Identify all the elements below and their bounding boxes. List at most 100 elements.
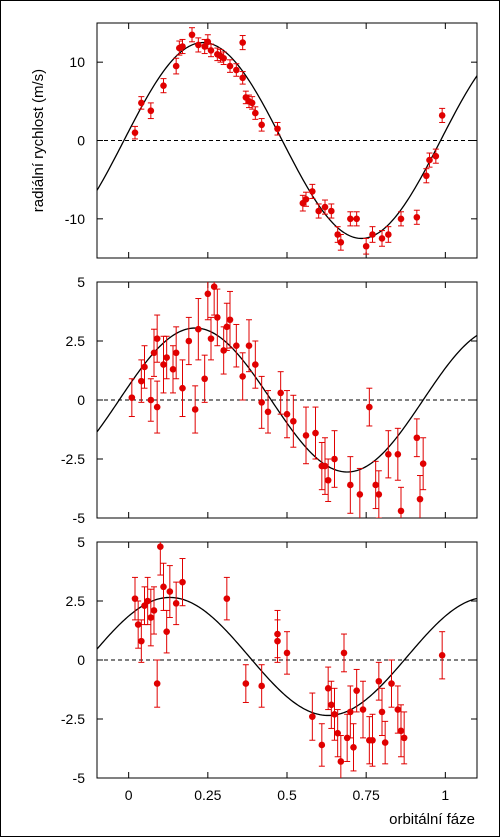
data-marker (258, 121, 265, 129)
data-point (138, 619, 145, 663)
data-marker (388, 680, 395, 687)
data-point (131, 576, 139, 621)
y-tick-label: 0 (77, 133, 85, 149)
data-marker (160, 583, 167, 591)
data-marker (324, 476, 332, 484)
data-marker (432, 152, 440, 160)
data-marker (147, 614, 155, 621)
data-point (147, 102, 155, 120)
data-marker (378, 708, 386, 716)
x-tick-label: 0.5 (277, 787, 297, 803)
data-point (163, 335, 170, 380)
data-marker (337, 239, 345, 246)
data-marker (185, 337, 193, 345)
data-marker (340, 649, 348, 657)
data-point (239, 352, 246, 401)
data-point (328, 203, 335, 219)
data-point (381, 720, 389, 765)
data-marker (239, 373, 246, 380)
data-marker (375, 491, 383, 498)
data-marker (134, 621, 142, 628)
data-point (397, 211, 405, 227)
data-marker (321, 462, 329, 470)
data-marker (128, 394, 136, 401)
data-marker (397, 727, 405, 735)
data-marker (438, 651, 446, 659)
data-marker (375, 677, 383, 685)
data-marker (242, 680, 250, 687)
data-marker (179, 43, 186, 50)
data-marker (324, 685, 332, 692)
data-marker (252, 361, 259, 368)
data-marker (413, 434, 421, 442)
data-point (223, 576, 231, 621)
data-point (233, 323, 240, 368)
data-marker (172, 62, 180, 70)
data-point (258, 118, 265, 132)
data-marker (163, 354, 170, 361)
data-point (283, 631, 291, 675)
data-point (302, 406, 310, 465)
data-point (172, 326, 180, 380)
data-point (153, 659, 161, 708)
data-point (150, 328, 158, 377)
y-tick-label: 0 (77, 392, 85, 408)
data-marker (141, 602, 148, 610)
data-marker (239, 74, 246, 82)
data-point (350, 723, 357, 772)
data-marker (144, 597, 151, 605)
data-marker (302, 432, 310, 439)
data-point (207, 43, 215, 58)
data-marker (347, 215, 354, 223)
model-curve (97, 596, 477, 717)
data-marker (172, 600, 180, 607)
data-marker (353, 215, 360, 223)
data-marker (369, 231, 376, 238)
data-point (166, 565, 174, 619)
data-point (315, 203, 322, 219)
x-tick-label: 1 (441, 787, 449, 803)
model-curve (97, 41, 477, 240)
data-point (239, 71, 246, 85)
data-marker (252, 109, 259, 117)
data-point (369, 226, 376, 243)
data-point (185, 316, 193, 366)
x-axis-title: orbitální fáze (389, 811, 475, 828)
data-marker (385, 450, 392, 458)
data-point (324, 666, 332, 711)
data-marker (394, 706, 402, 713)
data-marker (195, 41, 202, 49)
data-marker (191, 406, 199, 413)
data-point (195, 37, 202, 53)
data-point (397, 486, 405, 518)
data-point (372, 460, 379, 510)
data-marker (378, 235, 386, 242)
data-point (359, 680, 367, 739)
y-axis-title: radiální rychlost (m/s) (30, 69, 47, 212)
data-marker (264, 408, 272, 416)
data-point (438, 631, 446, 680)
y-tick-label: 0 (77, 652, 85, 668)
data-point (328, 680, 335, 729)
data-marker (160, 82, 167, 89)
y-tick-label: 2.5 (66, 593, 86, 609)
data-marker (233, 66, 240, 74)
data-point (252, 340, 259, 389)
y-tick-label: -5 (73, 770, 86, 786)
data-point (141, 586, 148, 626)
data-marker (157, 543, 164, 551)
data-point (438, 107, 446, 123)
data-point (242, 664, 250, 703)
data-point (277, 371, 284, 415)
data-point (334, 226, 341, 243)
data-marker (223, 595, 231, 602)
data-point (160, 335, 167, 394)
data-point (264, 390, 272, 434)
data-marker (356, 491, 364, 498)
data-marker (362, 242, 370, 250)
data-marker (372, 481, 379, 489)
data-marker (147, 396, 155, 404)
data-point (138, 96, 145, 110)
data-point (416, 475, 424, 518)
